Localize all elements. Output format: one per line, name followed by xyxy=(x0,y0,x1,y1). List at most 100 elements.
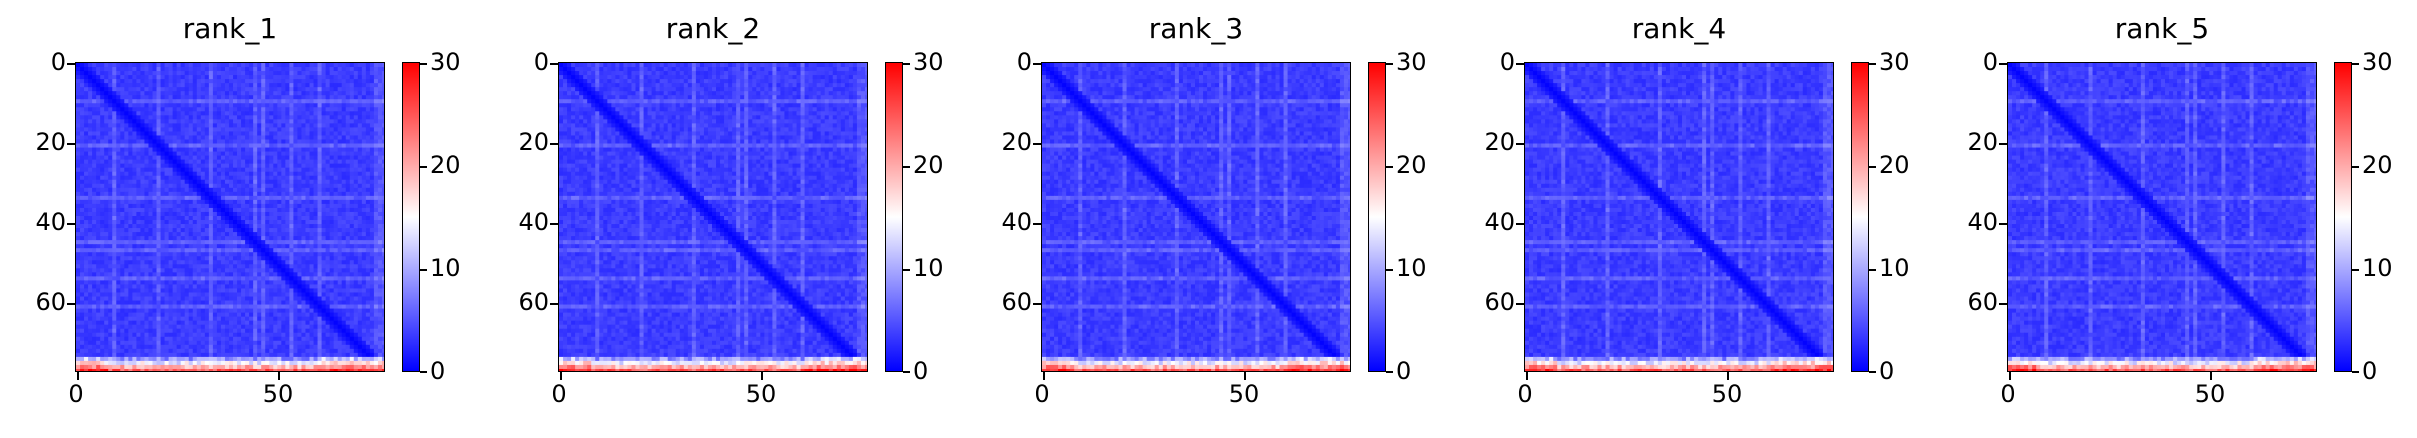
heatmap-cell xyxy=(241,155,246,161)
heatmap-cell xyxy=(285,252,290,257)
heatmap-cell xyxy=(216,159,222,165)
heatmap-cell xyxy=(160,135,165,140)
heatmap-cell xyxy=(140,99,145,104)
heatmap-cell xyxy=(156,167,161,173)
heatmap-cell xyxy=(96,179,101,185)
heatmap-cell xyxy=(96,224,101,229)
heatmap-cell xyxy=(124,228,129,233)
heatmap-cell xyxy=(321,99,327,104)
heatmap-cell xyxy=(257,95,262,100)
heatmap-cell xyxy=(305,87,310,92)
heatmap-cell xyxy=(140,67,145,72)
heatmap-cell xyxy=(337,159,343,165)
heatmap-cell xyxy=(233,240,238,245)
heatmap-cell xyxy=(325,147,331,152)
heatmap-cell xyxy=(281,244,286,249)
heatmap-cell xyxy=(245,151,250,156)
heatmap-cell xyxy=(156,260,161,265)
heatmap-cell xyxy=(208,252,214,257)
heatmap-cell xyxy=(224,284,230,289)
heatmap-cell xyxy=(249,228,254,233)
heatmap-cell xyxy=(285,304,290,309)
heatmap-cell xyxy=(84,292,89,297)
heatmap-cell xyxy=(88,143,93,148)
heatmap-cell xyxy=(353,268,359,273)
heatmap-cell xyxy=(369,292,375,297)
heatmap-cell xyxy=(140,191,145,197)
heatmap-cell xyxy=(140,280,145,285)
heatmap-cell xyxy=(281,191,286,197)
heatmap-cell xyxy=(349,228,355,233)
heatmap-cell xyxy=(369,296,375,301)
heatmap-cell xyxy=(249,220,254,225)
heatmap-cell xyxy=(96,284,101,289)
heatmap-cell xyxy=(377,163,383,169)
heatmap-cell xyxy=(361,167,367,173)
heatmap-cell xyxy=(96,143,101,148)
heatmap-cell xyxy=(361,191,367,197)
heatmap-cell xyxy=(136,175,141,181)
heatmap-cell xyxy=(180,155,186,161)
heatmap-cell xyxy=(297,256,302,261)
heatmap-cell xyxy=(261,163,266,169)
heatmap-cell xyxy=(281,119,286,124)
heatmap-cell xyxy=(184,280,190,285)
heatmap-cell xyxy=(341,103,347,108)
heatmap-cell xyxy=(281,71,286,76)
heatmap-cell xyxy=(277,171,282,177)
heatmap-cell xyxy=(269,151,274,156)
heatmap-cell xyxy=(245,115,250,120)
heatmap-cell xyxy=(168,123,174,128)
heatmap-cell xyxy=(313,268,318,273)
heatmap-cell xyxy=(317,316,322,322)
heatmap-cell xyxy=(180,252,186,257)
heatmap-cell xyxy=(301,296,306,301)
heatmap-cell xyxy=(108,296,113,301)
heatmap-cell xyxy=(345,115,351,120)
heatmap-cell xyxy=(116,143,121,148)
heatmap-cell xyxy=(224,75,230,80)
heatmap-cell xyxy=(253,207,258,213)
heatmap-cell xyxy=(88,284,93,289)
heatmap-cell xyxy=(160,316,165,322)
heatmap-cell xyxy=(140,312,145,318)
heatmap-cell xyxy=(128,195,133,201)
heatmap-cell xyxy=(184,272,190,277)
heatmap-cell xyxy=(220,320,226,326)
heatmap-cell xyxy=(128,87,133,92)
heatmap-cell xyxy=(220,163,226,169)
heatmap-cell xyxy=(365,179,371,185)
heatmap-cell xyxy=(208,304,214,309)
heatmap-cell xyxy=(204,135,210,140)
heatmap-cell xyxy=(148,111,153,116)
heatmap-cell xyxy=(273,187,278,193)
heatmap-cell xyxy=(249,296,254,301)
heatmap-cell xyxy=(164,199,169,205)
heatmap-cell xyxy=(136,151,141,156)
heatmap-cell xyxy=(341,67,347,72)
heatmap-cell xyxy=(349,252,355,257)
heatmap-cell xyxy=(84,296,89,301)
heatmap-cell xyxy=(136,292,141,297)
heatmap-cell xyxy=(257,111,262,116)
heatmap-cell xyxy=(152,260,157,265)
heatmap-cell xyxy=(192,187,198,193)
heatmap-cell xyxy=(265,95,270,100)
heatmap-cell xyxy=(136,224,141,229)
heatmap-cell xyxy=(317,240,322,245)
heatmap-cell xyxy=(249,183,254,189)
heatmap-cell xyxy=(309,91,314,96)
heatmap-cell xyxy=(381,228,384,233)
heatmap-cell xyxy=(353,95,359,100)
heatmap-cell xyxy=(353,175,359,181)
heatmap-cell xyxy=(176,312,182,318)
heatmap-cell xyxy=(237,292,242,297)
heatmap-cell xyxy=(305,99,310,104)
heatmap-cell xyxy=(120,220,125,225)
heatmap-cell xyxy=(321,312,327,318)
heatmap-cell xyxy=(341,211,347,217)
heatmap-cell xyxy=(188,163,194,169)
heatmap-cell xyxy=(313,211,318,217)
heatmap-cell xyxy=(196,284,202,289)
heatmap-cell xyxy=(76,232,81,237)
